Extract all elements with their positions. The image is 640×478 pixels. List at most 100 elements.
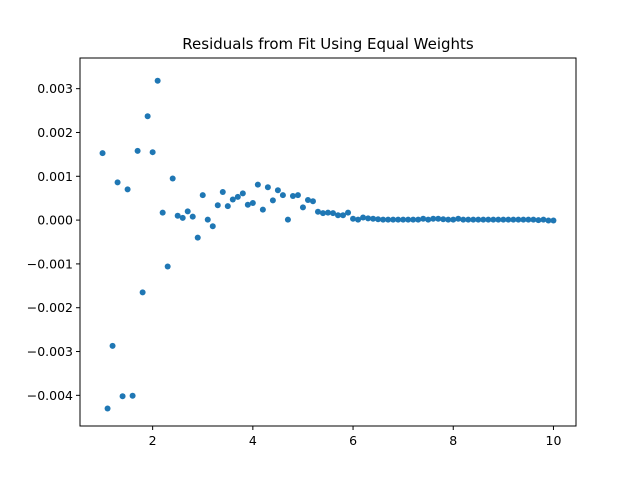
data-point bbox=[495, 216, 502, 223]
data-point bbox=[410, 216, 417, 223]
data-point bbox=[249, 200, 256, 207]
data-point bbox=[149, 149, 156, 156]
data-point bbox=[99, 150, 106, 157]
y-tick-label: −0.001 bbox=[27, 256, 73, 271]
data-point bbox=[184, 208, 191, 215]
x-tick-label: 4 bbox=[249, 433, 257, 448]
data-point bbox=[104, 405, 111, 412]
axis-ticks: 2 4 6 8 10 −0.004 −0.003 −0.002 −0.001 0.000 0.001… bbox=[27, 81, 562, 448]
data-point bbox=[420, 215, 427, 222]
data-point bbox=[460, 216, 467, 223]
data-point bbox=[500, 216, 507, 223]
data-point bbox=[430, 215, 437, 222]
data-point bbox=[335, 212, 342, 219]
data-point bbox=[234, 193, 241, 200]
data-point bbox=[540, 216, 547, 223]
data-point bbox=[219, 189, 226, 196]
x-tick-label: 10 bbox=[546, 433, 562, 448]
data-point bbox=[179, 214, 186, 221]
data-point bbox=[390, 216, 397, 223]
data-point bbox=[229, 196, 236, 203]
data-point bbox=[269, 197, 276, 204]
data-point bbox=[330, 210, 337, 217]
data-point bbox=[530, 216, 537, 223]
data-point bbox=[319, 210, 326, 217]
data-point bbox=[380, 216, 387, 223]
data-point bbox=[169, 175, 176, 182]
data-point bbox=[134, 147, 141, 154]
data-point bbox=[189, 213, 196, 220]
x-tick-label: 2 bbox=[149, 433, 157, 448]
data-point bbox=[470, 216, 477, 223]
data-point bbox=[550, 217, 557, 224]
data-point bbox=[224, 203, 231, 210]
data-point bbox=[209, 223, 216, 230]
data-point bbox=[284, 216, 291, 223]
data-point bbox=[129, 392, 136, 399]
data-point bbox=[325, 209, 331, 216]
data-point bbox=[510, 216, 517, 223]
y-tick-label: −0.002 bbox=[27, 300, 73, 315]
plot-frame bbox=[79, 57, 577, 427]
data-point bbox=[154, 77, 161, 84]
data-point bbox=[214, 202, 221, 209]
data-point bbox=[545, 217, 552, 224]
chart-title: Residuals from Fit Using Equal Weights bbox=[182, 35, 474, 53]
y-tick-label: 0.000 bbox=[37, 213, 73, 228]
data-point bbox=[395, 216, 402, 223]
data-point bbox=[304, 196, 311, 203]
data-point bbox=[450, 216, 457, 223]
data-point bbox=[480, 216, 487, 223]
data-point bbox=[465, 216, 472, 223]
data-point bbox=[199, 192, 206, 199]
data-point bbox=[119, 393, 126, 400]
data-point bbox=[505, 216, 512, 223]
data-point bbox=[204, 216, 211, 223]
data-point bbox=[274, 187, 281, 194]
data-point bbox=[525, 216, 532, 223]
data-point bbox=[485, 216, 492, 223]
data-point bbox=[435, 215, 442, 222]
data-point bbox=[535, 217, 542, 224]
data-point bbox=[159, 209, 166, 216]
data-point bbox=[114, 179, 121, 186]
y-tick-label: −0.003 bbox=[27, 344, 73, 359]
data-point bbox=[490, 216, 497, 223]
y-tick-label: 0.002 bbox=[37, 125, 73, 140]
data-point bbox=[314, 208, 321, 215]
data-point bbox=[124, 186, 131, 193]
data-point bbox=[279, 192, 286, 199]
data-point bbox=[360, 214, 367, 221]
data-point bbox=[515, 216, 522, 223]
y-tick-label: −0.004 bbox=[27, 388, 73, 403]
data-point bbox=[139, 289, 146, 296]
data-point bbox=[475, 216, 482, 223]
data-point bbox=[194, 234, 201, 241]
data-point bbox=[164, 263, 171, 270]
y-tick-label: 0.003 bbox=[37, 81, 73, 96]
data-point bbox=[415, 216, 422, 223]
data-point bbox=[375, 216, 382, 223]
data-point bbox=[299, 204, 306, 211]
data-point bbox=[239, 190, 246, 197]
data-point bbox=[109, 342, 116, 349]
data-point bbox=[355, 216, 362, 223]
data-point bbox=[294, 192, 301, 199]
data-point bbox=[405, 216, 412, 223]
data-point bbox=[350, 215, 357, 222]
data-point bbox=[289, 193, 296, 199]
data-point bbox=[174, 212, 181, 219]
data-point bbox=[244, 201, 251, 208]
data-point bbox=[400, 216, 407, 223]
data-point bbox=[345, 209, 352, 216]
data-point bbox=[370, 215, 377, 222]
y-tick-label: 0.001 bbox=[37, 169, 73, 184]
data-point bbox=[425, 216, 432, 223]
data-point bbox=[440, 216, 447, 223]
x-tick-label: 6 bbox=[349, 433, 357, 448]
data-point bbox=[385, 216, 392, 223]
data-point bbox=[144, 113, 151, 120]
